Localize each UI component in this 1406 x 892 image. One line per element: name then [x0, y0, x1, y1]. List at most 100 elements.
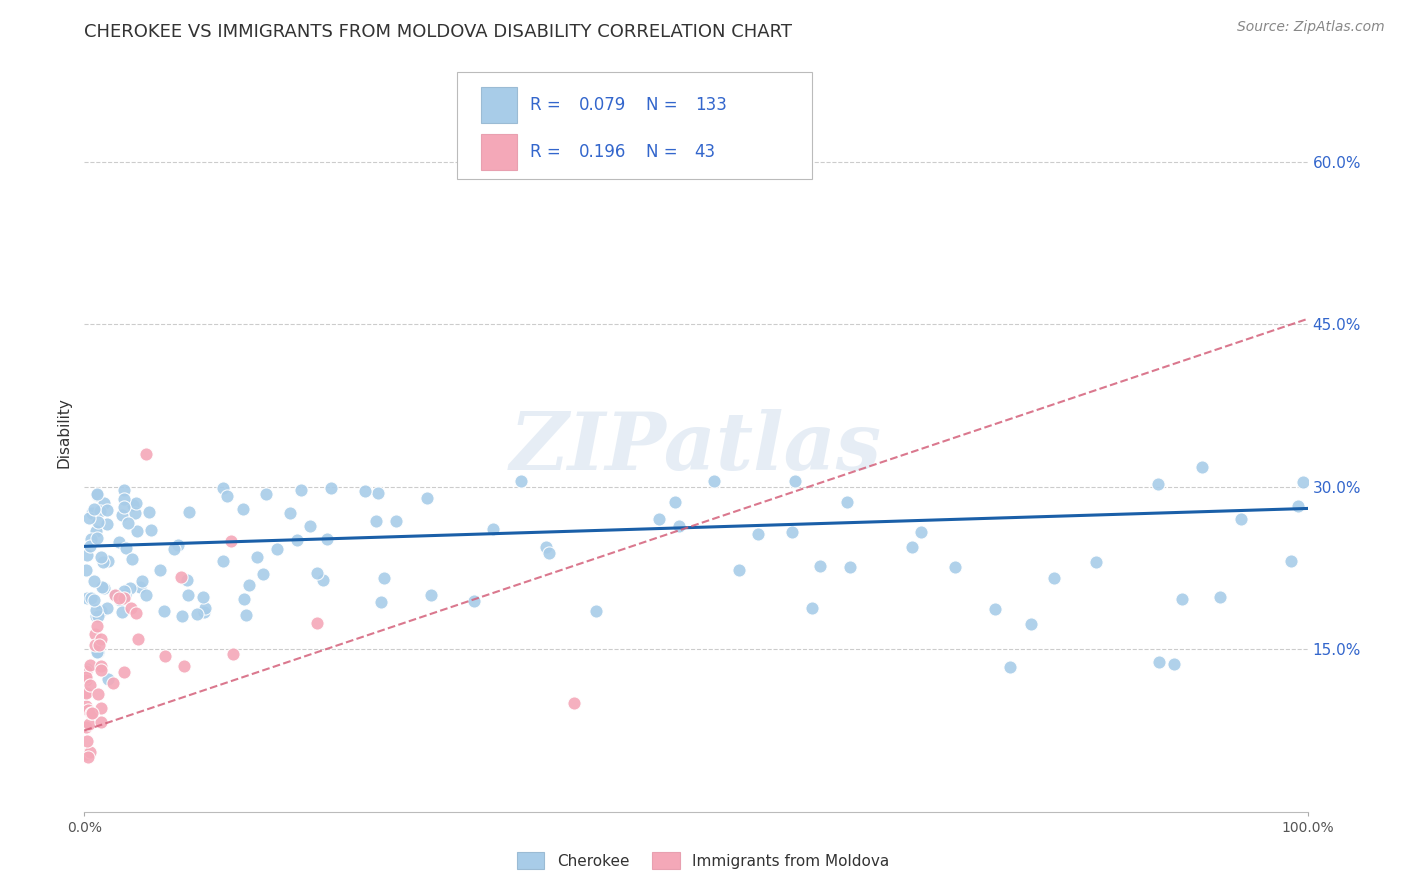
Point [79, 657, 101, 672]
Point [86, 619, 108, 633]
Point [90, 605, 112, 619]
Point [193, 591, 215, 605]
Point [90, 632, 112, 647]
Point [108, 535, 131, 549]
Point [163, 541, 186, 556]
Point [668, 519, 690, 533]
Point [90, 659, 112, 673]
Point [112, 500, 135, 514]
Point [104, 588, 127, 602]
Point [87, 515, 110, 529]
Point [91, 555, 114, 569]
Text: ZIPatlas: ZIPatlas [510, 409, 882, 486]
Point [177, 588, 200, 602]
Point [87, 645, 110, 659]
Text: 133: 133 [695, 96, 727, 114]
Point [83, 593, 105, 607]
Point [80, 532, 103, 546]
Point [112, 665, 135, 680]
Point [838, 560, 860, 574]
Point [86, 645, 108, 659]
Point [808, 558, 831, 573]
Point [93, 496, 115, 510]
Point [125, 524, 148, 538]
Point [416, 491, 439, 505]
Point [536, 540, 558, 554]
Point [232, 501, 254, 516]
Point [111, 606, 134, 620]
Point [75, 670, 97, 684]
Point [86, 487, 108, 501]
Point [1209, 591, 1232, 605]
Point [373, 570, 395, 584]
Point [176, 573, 198, 587]
Point [91, 580, 114, 594]
Point [177, 505, 200, 519]
Point [131, 574, 153, 588]
Point [562, 697, 585, 711]
Point [153, 649, 176, 664]
Point [367, 486, 389, 500]
Point [96, 516, 118, 531]
Point [233, 592, 256, 607]
Point [780, 525, 803, 540]
Point [124, 506, 146, 520]
Point [298, 519, 321, 533]
Point [104, 588, 127, 602]
Point [215, 489, 238, 503]
Point [79, 746, 101, 760]
Point [125, 606, 148, 620]
Point [252, 566, 274, 581]
Point [135, 447, 157, 461]
Point [149, 563, 172, 577]
Point [801, 601, 824, 615]
Point [128, 580, 150, 594]
Point [110, 592, 132, 607]
Point [585, 604, 607, 618]
Point [315, 532, 337, 546]
Point [90, 663, 112, 677]
Point [1019, 617, 1042, 632]
Y-axis label: Disability: Disability [56, 397, 72, 468]
Point [79, 540, 101, 554]
Point [153, 604, 176, 618]
Point [664, 495, 686, 509]
Text: R =: R = [530, 96, 565, 114]
Point [122, 499, 145, 513]
Text: 0.196: 0.196 [578, 143, 626, 161]
Point [648, 512, 671, 526]
Point [120, 601, 142, 615]
Point [112, 491, 135, 506]
Point [510, 475, 533, 489]
Point [75, 664, 97, 678]
Point [420, 588, 443, 602]
Point [93, 581, 115, 595]
Point [222, 647, 245, 661]
Point [266, 542, 288, 557]
Point [97, 554, 120, 568]
Text: CHEROKEE VS IMMIGRANTS FROM MOLDOVA DISABILITY CORRELATION CHART: CHEROKEE VS IMMIGRANTS FROM MOLDOVA DISA… [84, 23, 793, 41]
Point [910, 524, 932, 539]
Point [75, 685, 97, 699]
Point [112, 591, 135, 606]
Point [87, 608, 110, 623]
Point [118, 581, 141, 595]
Point [80, 706, 103, 721]
Point [82, 506, 104, 520]
Point [75, 747, 97, 761]
Point [278, 506, 301, 520]
Point [79, 591, 101, 605]
Point [835, 495, 858, 509]
Point [112, 483, 135, 497]
Point [170, 608, 193, 623]
Point [212, 481, 235, 495]
Point [238, 578, 260, 592]
Point [86, 531, 108, 545]
Point [76, 662, 98, 676]
Point [96, 503, 118, 517]
Point [1230, 512, 1253, 526]
Point [170, 570, 193, 584]
Point [83, 502, 105, 516]
Point [1042, 571, 1064, 585]
Point [998, 660, 1021, 674]
